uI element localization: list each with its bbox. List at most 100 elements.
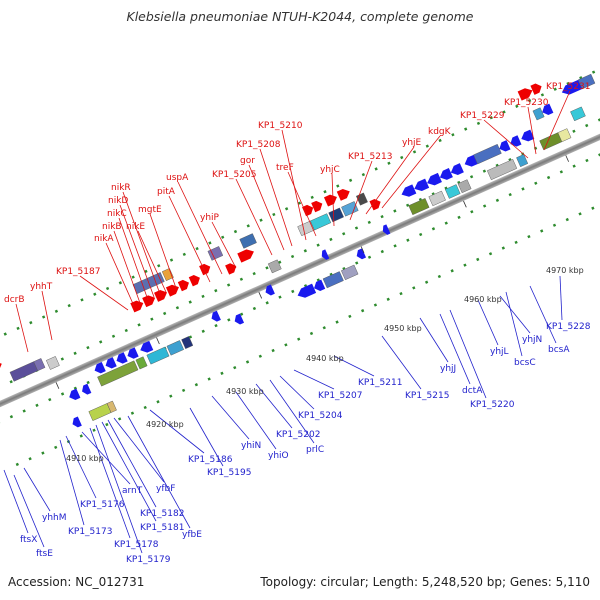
forward-gene-arrow — [130, 300, 144, 313]
gene-label-reverse: ftsX — [20, 535, 37, 545]
gene-block — [97, 360, 139, 387]
track-dot — [28, 457, 32, 461]
leader-line — [105, 242, 135, 307]
reverse-gene-arrow — [542, 103, 554, 115]
gene-label-forward: KP1_5205 — [212, 170, 256, 180]
leader-line — [269, 379, 315, 444]
forward-gene-arrow — [237, 249, 254, 263]
leader-line — [365, 146, 415, 215]
track-dot — [572, 164, 576, 168]
track-dot — [585, 123, 589, 128]
track-dot — [227, 318, 231, 322]
track-dot — [540, 93, 545, 97]
forward-gene-arrow — [336, 188, 350, 201]
reverse-gene-arrow — [510, 135, 522, 147]
leader-line — [119, 204, 155, 298]
track-dot — [9, 415, 14, 419]
gene-block — [106, 400, 117, 413]
leader-line — [79, 275, 129, 311]
track-dot — [354, 226, 359, 230]
gene-label-reverse: KP1_5211 — [358, 378, 402, 388]
forward-gene-arrow — [369, 198, 381, 211]
kbp-tick-label: 4970 kbp — [546, 266, 584, 275]
reverse-gene-arrow — [401, 184, 417, 197]
gene-block — [161, 268, 174, 281]
kbp-ticks — [55, 155, 570, 389]
track-dot — [86, 345, 90, 350]
track-dot — [348, 314, 352, 319]
gene-label-reverse: bcsC — [514, 358, 536, 368]
gene-label-reverse: KP1_5178 — [114, 540, 159, 550]
track-dot — [15, 462, 19, 467]
gene-label-forward: nikR — [111, 183, 131, 193]
reverse-gene-arrow — [382, 224, 391, 235]
track-dot — [386, 297, 390, 301]
genome-summary-text: Topology: circular; Length: 5,248,520 bp… — [260, 575, 590, 589]
track-dot — [188, 300, 192, 304]
track-dot — [208, 241, 212, 245]
forward-gene-arrow — [177, 279, 189, 292]
gene-label-reverse: KP1_5220 — [470, 400, 515, 410]
track-dot — [552, 223, 557, 227]
track-dot — [361, 172, 366, 177]
leader-line — [235, 391, 277, 450]
track-dot — [169, 394, 173, 398]
track-dot — [41, 315, 46, 319]
track-dot — [482, 169, 487, 173]
leader-line — [95, 424, 143, 554]
track-dot — [399, 291, 403, 296]
gene-label-forward: gor — [240, 156, 255, 166]
leader-line — [211, 395, 250, 440]
leader-line — [113, 417, 165, 483]
track-dot — [182, 252, 186, 256]
track-dot — [578, 212, 582, 216]
reverse-gene-arrow — [561, 79, 583, 95]
leader-line — [381, 335, 422, 390]
track-dot — [380, 249, 384, 254]
kbp-tick-label: 4910 kbp — [66, 454, 104, 463]
track-dot — [406, 238, 410, 242]
reverse-gene-arrow — [94, 361, 106, 374]
track-dot — [515, 104, 519, 108]
track-dot — [175, 306, 180, 310]
track-dot — [309, 331, 314, 336]
reverse-gene-arrow — [427, 172, 442, 186]
leader-line — [527, 106, 537, 155]
gene-block — [516, 154, 529, 168]
reverse-gene-arrow — [105, 357, 117, 369]
leader-line — [15, 303, 29, 353]
leader-line — [107, 419, 157, 508]
leader-line — [81, 431, 131, 485]
kbp-tick-line — [156, 337, 160, 345]
forward-gene-arrow — [199, 263, 211, 276]
track-dot — [336, 184, 340, 188]
track-dot — [130, 411, 135, 415]
track-dot — [476, 121, 481, 126]
track-dot — [438, 138, 442, 143]
reverse-gene-arrow — [439, 168, 453, 180]
track-dot — [9, 380, 13, 384]
track-dot — [181, 388, 186, 393]
track-dot — [373, 303, 378, 307]
track-dot — [450, 269, 454, 273]
reverse-gene-arrow — [499, 140, 511, 152]
track-dot — [406, 203, 410, 207]
track-dot — [73, 351, 77, 355]
track-dot — [54, 445, 58, 449]
gene-label-reverse: KP1_5228 — [546, 322, 591, 332]
kbp-tick-line — [565, 155, 570, 162]
leader-line — [483, 119, 529, 159]
reverse-gene-arrow — [211, 310, 221, 322]
leader-line — [543, 90, 571, 151]
track-dot — [323, 190, 327, 194]
leader-line — [333, 355, 375, 377]
track-dot — [252, 306, 257, 311]
track-dot — [469, 175, 474, 179]
leader-line — [248, 164, 285, 251]
track-dot — [553, 87, 557, 91]
track-dot — [105, 422, 109, 427]
gene-block — [341, 201, 359, 217]
forward-gene-arrow — [142, 295, 156, 308]
track-dot — [35, 403, 39, 407]
genome-backbone — [0, 124, 600, 415]
